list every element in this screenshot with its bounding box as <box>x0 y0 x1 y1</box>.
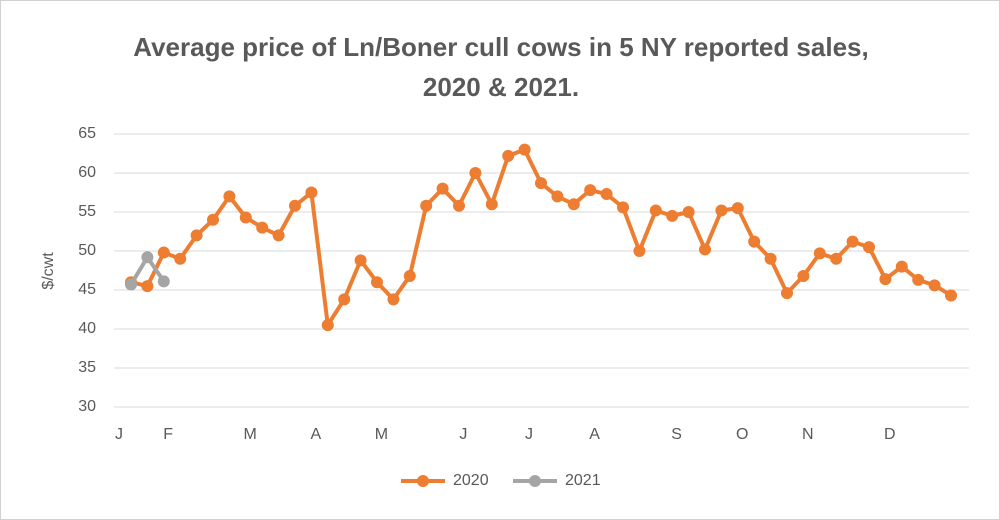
data-point <box>485 198 498 211</box>
data-point <box>863 241 875 254</box>
data-point <box>157 275 170 288</box>
data-point <box>141 280 154 293</box>
data-point <box>781 287 793 300</box>
data-point <box>748 235 761 248</box>
data-point <box>666 209 679 222</box>
data-point <box>682 206 695 218</box>
data-point <box>223 190 236 203</box>
data-point <box>617 201 629 214</box>
legend-marker <box>529 475 541 487</box>
data-point <box>649 204 662 217</box>
data-point <box>518 143 531 156</box>
y-tick-label: 35 <box>78 359 96 376</box>
data-point <box>567 198 580 211</box>
data-point <box>600 188 613 201</box>
y-tick-label: 45 <box>78 281 96 298</box>
x-tick-label: D <box>884 426 896 443</box>
y-axis-label: $/cwt <box>40 252 57 290</box>
y-tick-label: 50 <box>78 242 96 259</box>
x-tick-label: J <box>115 426 123 443</box>
data-point <box>469 167 482 179</box>
data-point <box>256 221 269 234</box>
data-point <box>813 247 826 260</box>
y-tick-label: 55 <box>78 203 96 220</box>
data-point <box>764 252 777 265</box>
y-tick-label: 60 <box>78 164 96 181</box>
x-tick-label: J <box>525 426 533 443</box>
data-point <box>584 184 597 197</box>
data-point <box>157 246 170 259</box>
y-tick-label: 30 <box>78 398 96 415</box>
y-tick-label: 40 <box>78 320 96 337</box>
data-point <box>321 319 334 332</box>
data-point <box>731 202 744 215</box>
x-tick-label: N <box>802 426 814 443</box>
x-tick-label: M <box>244 426 257 443</box>
legend-label: 2020 <box>453 472 489 489</box>
data-point <box>535 177 547 190</box>
series-line <box>130 147 953 328</box>
legend-marker <box>417 475 429 487</box>
data-point <box>338 293 351 306</box>
data-point <box>551 190 564 203</box>
data-point <box>715 204 728 217</box>
data-point <box>289 199 301 212</box>
data-point <box>928 279 941 292</box>
data-point <box>354 254 367 267</box>
data-point <box>797 269 810 282</box>
data-point <box>846 235 859 248</box>
data-point <box>453 199 465 212</box>
data-point <box>190 229 203 242</box>
data-point <box>371 276 383 289</box>
legend-label: 2021 <box>565 472 601 489</box>
data-point <box>272 229 285 242</box>
x-tick-label: A <box>589 426 600 443</box>
data-point <box>502 149 515 162</box>
data-point <box>174 252 187 265</box>
data-point <box>125 278 137 291</box>
data-point <box>141 251 154 264</box>
data-point <box>420 199 433 212</box>
data-point <box>207 213 219 226</box>
data-point <box>403 269 416 282</box>
data-point <box>699 243 711 256</box>
x-tick-label: J <box>459 426 467 443</box>
data-point <box>895 260 908 273</box>
data-point <box>633 245 646 257</box>
x-tick-label: S <box>671 426 682 443</box>
x-tick-label: O <box>736 426 748 443</box>
x-tick-label: F <box>163 426 173 443</box>
data-point <box>879 273 892 286</box>
x-tick-label: M <box>375 426 388 443</box>
chart-title: Average price of Ln/Boner cull cows in 5… <box>133 32 869 102</box>
data-point <box>945 289 957 302</box>
data-point <box>436 182 449 195</box>
data-point <box>912 273 925 286</box>
x-tick-label: A <box>310 426 321 443</box>
data-point <box>830 252 843 265</box>
data-point <box>387 293 400 306</box>
y-tick-label: 65 <box>78 125 96 142</box>
data-point <box>239 211 252 224</box>
data-point <box>305 186 318 199</box>
